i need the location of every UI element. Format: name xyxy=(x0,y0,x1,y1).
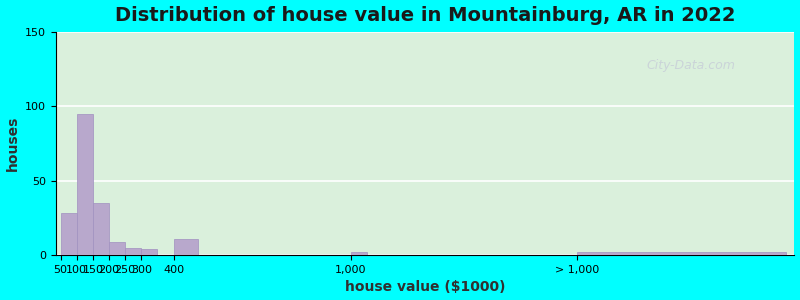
Bar xyxy=(174,239,198,255)
Y-axis label: houses: houses xyxy=(6,116,19,171)
X-axis label: house value ($1000): house value ($1000) xyxy=(345,280,506,294)
Title: Distribution of house value in Mountainburg, AR in 2022: Distribution of house value in Mountainb… xyxy=(115,6,735,25)
Bar xyxy=(142,249,158,255)
Bar xyxy=(93,203,109,255)
Bar xyxy=(77,114,93,255)
Bar xyxy=(351,252,367,255)
Text: City-Data.com: City-Data.com xyxy=(646,59,735,72)
Bar xyxy=(61,213,77,255)
Bar xyxy=(125,248,142,255)
Bar xyxy=(109,242,125,255)
Bar xyxy=(577,252,786,255)
